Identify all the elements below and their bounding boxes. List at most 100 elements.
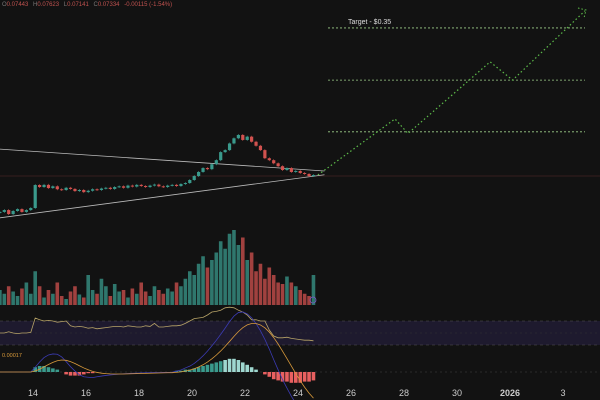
candle xyxy=(135,184,139,187)
x-tick-label: 26 xyxy=(346,388,356,398)
candle xyxy=(60,189,64,191)
candle xyxy=(77,189,81,192)
macd-hist-bar xyxy=(179,370,183,372)
x-tick-label: 2026 xyxy=(500,388,520,398)
volume-bar xyxy=(302,293,307,305)
volume-bar xyxy=(24,282,29,305)
macd-hist-bar xyxy=(280,372,285,382)
macd-hist-bar xyxy=(227,358,232,372)
candle xyxy=(307,173,311,177)
open-label: O xyxy=(2,2,7,8)
candle xyxy=(51,186,55,189)
candle xyxy=(113,187,117,189)
volume-bar xyxy=(267,267,272,305)
macd-hist-bar xyxy=(33,367,38,372)
candle xyxy=(33,185,37,209)
macd-hist-bar xyxy=(46,367,51,372)
candle xyxy=(64,187,68,190)
volume-bar xyxy=(174,282,179,305)
macd-hist-bar xyxy=(81,372,86,375)
candle xyxy=(174,184,179,187)
volume-bar xyxy=(240,237,245,305)
candle xyxy=(188,180,192,184)
volume-bar xyxy=(121,290,126,305)
macd-hist-bar xyxy=(223,360,227,372)
x-tick-label: 3 xyxy=(560,388,565,398)
candle xyxy=(245,136,249,140)
volume-bar xyxy=(77,294,82,305)
volume-bar xyxy=(130,288,135,305)
volume-bar xyxy=(285,276,289,305)
macd-hist-bar xyxy=(293,372,298,383)
volume-bar xyxy=(51,293,55,305)
close-label: C xyxy=(93,2,98,8)
current-marker xyxy=(309,296,317,304)
volume-bar xyxy=(37,286,42,305)
candle xyxy=(170,184,174,186)
x-tick-label: 28 xyxy=(399,388,409,398)
macd-hist-bar xyxy=(307,372,311,382)
macd-hist-bar xyxy=(298,372,303,383)
candle xyxy=(157,184,161,187)
macd-hist-bar xyxy=(64,372,68,375)
volume-bar xyxy=(0,290,2,305)
rsi-line xyxy=(0,306,314,342)
candle xyxy=(20,209,24,212)
macd-value-label: 0.00017 xyxy=(2,353,22,359)
macd-hist-bar xyxy=(285,372,289,382)
candle xyxy=(152,184,157,186)
candle xyxy=(241,134,245,140)
macd-hist-bar xyxy=(51,368,55,372)
candle xyxy=(263,150,267,159)
open-value: 0.07443 xyxy=(6,2,29,8)
volume-bar xyxy=(64,299,68,305)
macd-hist-bar xyxy=(236,360,241,372)
volume-bar xyxy=(11,291,15,305)
macd-hist-bar xyxy=(263,372,267,375)
trendline-0 xyxy=(0,148,325,172)
candle xyxy=(267,158,271,161)
volume-bar xyxy=(192,275,197,305)
macd-hist-bar xyxy=(201,366,205,372)
volume-bar xyxy=(223,248,227,305)
macd-hist-bar xyxy=(205,364,210,372)
macd-hist-bar xyxy=(77,372,82,376)
x-tick-label: 30 xyxy=(452,388,462,398)
candle xyxy=(24,210,28,212)
volume-bar xyxy=(214,252,219,305)
candle xyxy=(294,170,298,172)
volume-bar xyxy=(236,245,241,305)
candle xyxy=(258,145,263,151)
volume-bar xyxy=(95,293,99,305)
volume-bar xyxy=(104,286,108,305)
macd-hist-bar xyxy=(302,372,307,382)
volume-bar xyxy=(2,293,7,305)
candle xyxy=(214,160,218,165)
candle xyxy=(68,187,73,189)
volume-bar xyxy=(134,293,139,305)
x-tick-label: 16 xyxy=(81,388,91,398)
volume-bar xyxy=(86,275,91,305)
x-tick-label: 14 xyxy=(28,388,38,398)
candle xyxy=(280,166,285,171)
volume-bar xyxy=(210,260,214,305)
volume-bar xyxy=(183,278,188,305)
candle xyxy=(91,189,95,191)
volume-bar xyxy=(254,271,258,305)
volume-bar xyxy=(6,286,11,305)
volume-bar xyxy=(249,252,254,305)
candle xyxy=(227,143,232,151)
candle xyxy=(210,164,214,170)
volume-bar xyxy=(33,271,38,305)
projection-path xyxy=(317,10,586,176)
volume-bar xyxy=(143,291,148,305)
candle xyxy=(289,168,293,172)
macd-hist-bar xyxy=(276,372,280,381)
macd-hist-bar xyxy=(311,372,316,381)
macd-hist-bar xyxy=(90,372,95,374)
candle xyxy=(254,141,258,146)
macd-hist-bar xyxy=(42,366,46,372)
macd-hist-bar xyxy=(73,372,77,376)
